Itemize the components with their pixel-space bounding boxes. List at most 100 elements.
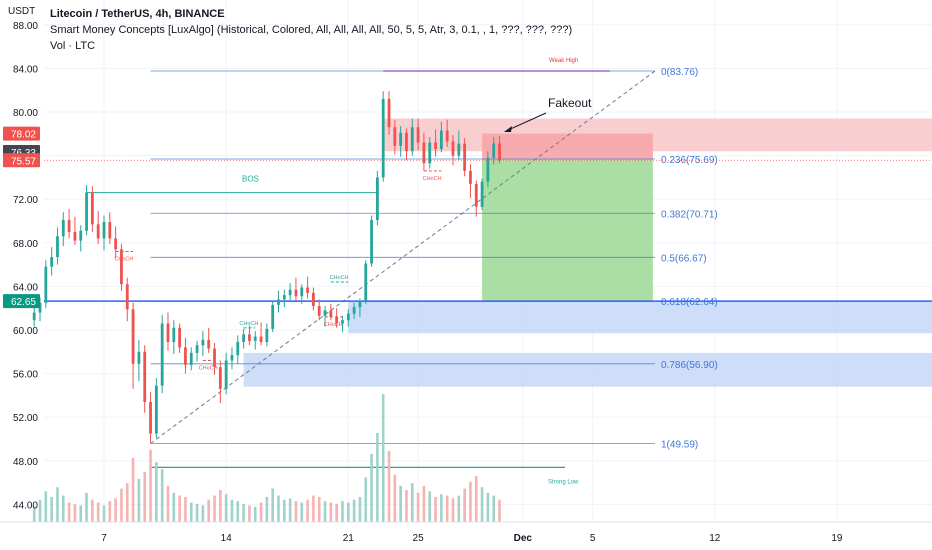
candle-body (265, 328, 269, 342)
volume-bar (428, 491, 432, 522)
volume-bar (102, 505, 106, 522)
candle-body (306, 287, 309, 293)
candle-body (405, 132, 408, 152)
volume-bar (445, 495, 449, 522)
x-tick-label: Dec (514, 533, 533, 544)
volume-bar (160, 469, 164, 522)
candle-body (178, 327, 182, 348)
volume-bar (300, 502, 304, 522)
volume-bar (265, 496, 269, 522)
volume-bar (405, 490, 408, 522)
volume-bar (178, 495, 181, 522)
candle-body (312, 292, 315, 307)
volume-bar (352, 499, 356, 522)
y-tick-label: 68.00 (13, 239, 38, 250)
volume-bar (277, 495, 280, 522)
volume-bar (143, 471, 147, 522)
volume-bar (335, 503, 338, 522)
candle-body (428, 142, 432, 164)
y-tick-label: 52.00 (13, 413, 38, 424)
candle-body (44, 266, 48, 303)
fakeout-arrowhead (504, 126, 512, 132)
fib-level-label: 0.5(66.67) (661, 253, 707, 264)
fib-level-label: 0(83.76) (661, 67, 698, 78)
supply-zone (383, 118, 932, 152)
volume-bar (480, 487, 484, 522)
candle-body (137, 351, 141, 364)
candle-body (96, 224, 100, 239)
y-tick-label: 88.00 (13, 21, 38, 32)
candle-body (38, 302, 42, 313)
indicator-legend[interactable]: Smart Money Concepts [LuxAlgo] (Historic… (50, 24, 573, 36)
candle-body (248, 334, 251, 341)
volume-bar (32, 506, 36, 522)
candle-body (445, 130, 449, 142)
candle-body (399, 132, 403, 146)
volume-legend[interactable]: Vol · LTC (50, 40, 96, 52)
y-tick-label: 44.00 (13, 500, 38, 511)
candle-body (329, 310, 333, 317)
candle-body (416, 127, 420, 143)
candle-body (149, 401, 152, 434)
volume-bar (189, 502, 193, 522)
x-tick-label: 7 (101, 533, 107, 544)
take-profit-zone (482, 160, 653, 302)
volume-bar (236, 501, 240, 522)
volume-bar (393, 474, 397, 522)
candle-body (85, 192, 88, 231)
candle-body (393, 127, 397, 146)
candle-body (32, 312, 36, 321)
volume-bar (155, 462, 158, 522)
volume-bar (230, 499, 234, 522)
volume-bar (440, 494, 443, 522)
candle-body (346, 313, 350, 321)
candle-body (364, 263, 368, 301)
bos-label: BOS (242, 175, 259, 184)
candle-body (154, 385, 158, 434)
choch-label: CHoCH (324, 322, 343, 328)
volume-bar (85, 492, 88, 522)
candle-body (184, 347, 187, 365)
volume-bar (91, 499, 94, 522)
candle-body (236, 341, 240, 356)
choch-label: CHoCH (239, 321, 258, 327)
candle-body (375, 177, 379, 220)
choch-label: CHoCH (114, 257, 133, 263)
volume-bar (195, 503, 199, 522)
candle-body (451, 141, 455, 156)
candle-body (381, 98, 385, 178)
volume-bar (416, 492, 420, 522)
candle-body (259, 336, 263, 342)
candle-body (120, 249, 123, 285)
choch-label: CHoCH (423, 176, 442, 182)
volume-bar (370, 453, 373, 522)
volume-bar (469, 481, 472, 522)
fib-level-label: 0.618(62.64) (661, 297, 718, 308)
volume-bar (312, 495, 315, 522)
symbol-title[interactable]: Litecoin / TetherUS, 4h, BINANCE (50, 8, 225, 20)
candle-body (242, 334, 245, 342)
candle-body (457, 143, 461, 156)
strong-low-label: Strong Low (548, 479, 579, 485)
candle-body (125, 284, 129, 310)
volume-bar (50, 496, 53, 522)
candle-body (218, 367, 222, 389)
volume-bar (329, 502, 333, 522)
y-tick-label: 80.00 (13, 108, 38, 119)
volume-bar (486, 492, 490, 522)
candle-body (480, 181, 484, 207)
x-tick-label: 14 (221, 533, 233, 544)
candle-body (341, 320, 344, 324)
y-tick-label: 84.00 (13, 64, 38, 75)
price-badge (3, 126, 40, 141)
volume-bar (96, 502, 100, 522)
volume-bar (410, 483, 414, 522)
candle-body (131, 309, 135, 364)
candle-body (422, 142, 426, 164)
volume-bar (248, 505, 251, 522)
fakeout-label: Fakeout (548, 96, 592, 110)
volume-bar (201, 505, 205, 522)
candle-body (370, 219, 373, 264)
volume-bar (61, 495, 65, 522)
